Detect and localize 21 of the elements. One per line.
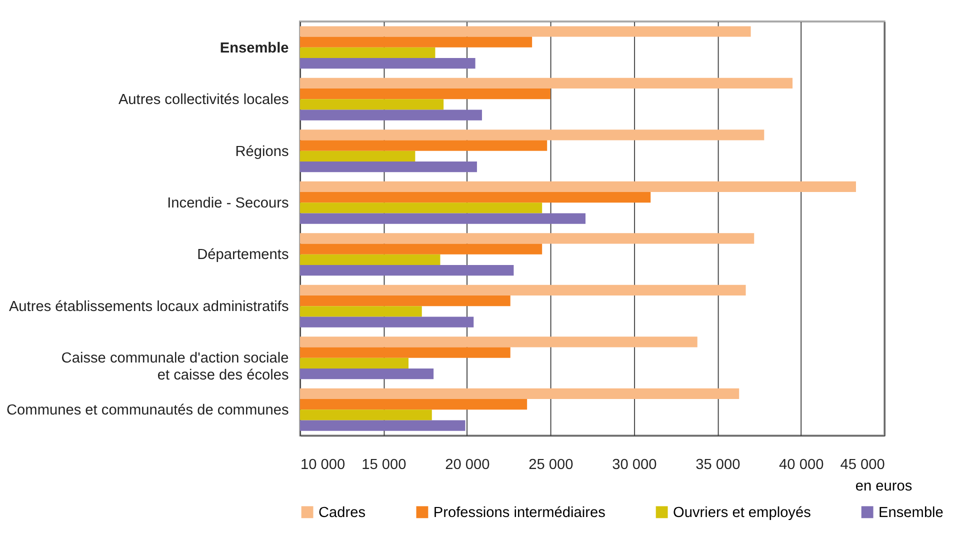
y-tick-label: Incendie - Secours	[167, 196, 289, 212]
x-tick-label: 40 000	[779, 457, 824, 474]
y-tick-label: Autres collectivités locales	[118, 92, 289, 108]
x-tick-label: 15 000	[362, 457, 406, 474]
x-tick-label: 10 000	[300, 457, 346, 474]
x-axis-title: en euros	[855, 478, 912, 494]
legend-label: Professions intermédiaires	[433, 505, 606, 522]
legend-label: Cadres	[318, 505, 366, 522]
y-tick-label: Départements	[197, 247, 289, 264]
x-tick-label: 45 000	[840, 457, 885, 474]
y-tick-label: Caisse communale d'action sociale et caisse des écoles	[61, 350, 289, 384]
legend-label: Ensemble	[878, 505, 944, 522]
x-tick-label: 30 000	[612, 457, 657, 474]
y-tick-label: Communes et communautés de communes	[6, 402, 289, 418]
x-tick-label: 25 000	[528, 457, 574, 474]
y-tick-label: Ensemble	[220, 40, 289, 56]
x-tick-label: 20 000	[445, 457, 490, 474]
x-tick-label: 35 000	[696, 457, 740, 474]
y-tick-label: Autres établissements locaux administratifs	[8, 298, 289, 315]
y-tick-label: Régions	[235, 144, 289, 160]
legend-label: Ouvriers et employés	[673, 505, 811, 522]
